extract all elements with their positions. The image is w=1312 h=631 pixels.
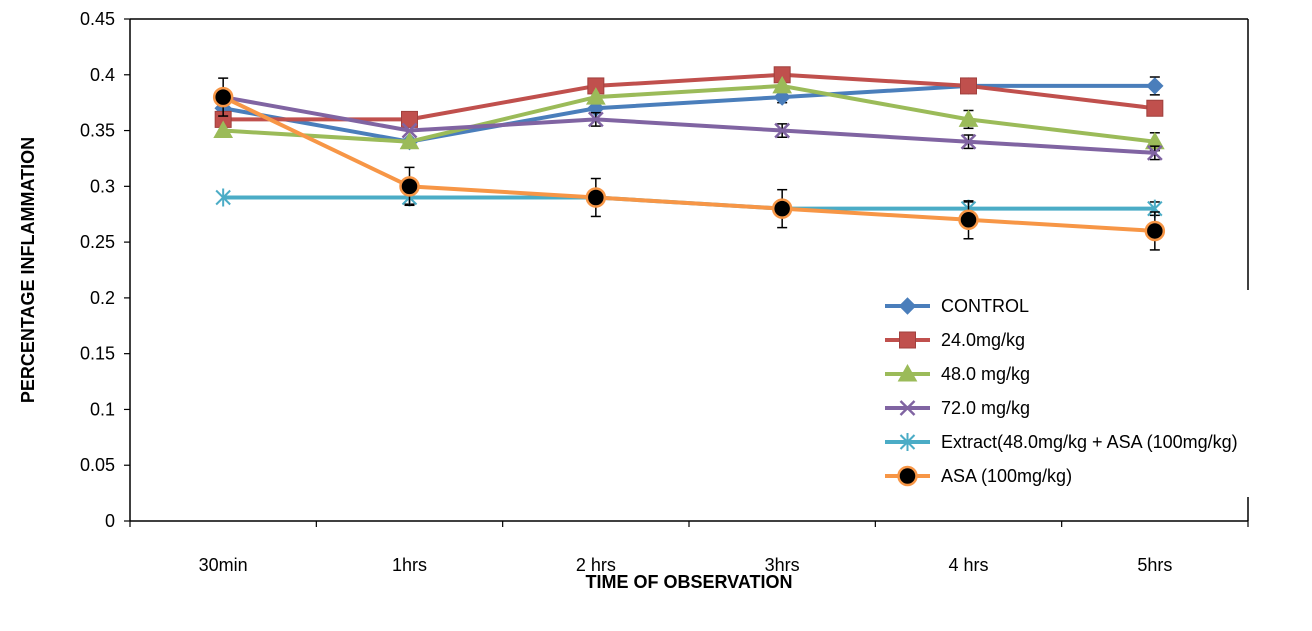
data-point bbox=[958, 209, 979, 231]
legend-marker bbox=[897, 363, 918, 382]
x-tick-label: 30min bbox=[199, 555, 248, 575]
data-point bbox=[587, 111, 604, 128]
y-tick-label: 0.4 bbox=[90, 65, 115, 85]
series-layer bbox=[212, 66, 1166, 251]
legend-item: 24.0mg/kg bbox=[885, 330, 1025, 350]
data-point bbox=[958, 109, 979, 127]
data-point bbox=[1146, 144, 1163, 161]
x-tick-label: 3hrs bbox=[765, 555, 800, 575]
y-tick-label: 0.15 bbox=[80, 344, 115, 364]
x-tick-label: 2 hrs bbox=[576, 555, 616, 575]
data-point bbox=[399, 176, 420, 197]
data-point bbox=[1146, 99, 1164, 117]
data-point bbox=[399, 131, 420, 150]
legend-label: 72.0 mg/kg bbox=[941, 398, 1030, 418]
x-axis-title: TIME OF OBSERVATION bbox=[585, 572, 792, 592]
x-tick-label: 4 hrs bbox=[948, 555, 988, 575]
legend-label: 48.0 mg/kg bbox=[941, 364, 1030, 384]
legend-marker bbox=[898, 297, 917, 315]
y-tick-label: 0.3 bbox=[90, 176, 115, 196]
y-tick-label: 0.35 bbox=[80, 121, 115, 141]
y-axis-title: PERCENTAGE INFLAMMATION bbox=[18, 137, 38, 403]
series-3 bbox=[213, 75, 1165, 152]
series-line bbox=[222, 95, 1155, 155]
legend-label: 24.0mg/kg bbox=[941, 330, 1025, 350]
data-point bbox=[772, 75, 793, 94]
series-6 bbox=[212, 77, 1166, 251]
series-4 bbox=[215, 89, 1163, 161]
x-tick-label: 1hrs bbox=[392, 555, 427, 575]
legend-item: ASA (100mg/kg) bbox=[885, 465, 1072, 487]
series-2 bbox=[214, 66, 1164, 128]
axes-layer: 0 0.05 0.1 0.15 0.2 0.25 0.3 0.35 0.4 0.45 30min 1h… bbox=[80, 9, 1249, 575]
data-point bbox=[212, 86, 234, 108]
data-point bbox=[960, 77, 977, 95]
data-point bbox=[1144, 220, 1166, 242]
legend-label: Extract(48.0mg/kg + ASA (100mg/kg) bbox=[941, 432, 1238, 452]
legend-label: CONTROL bbox=[941, 296, 1029, 316]
legend-item: 72.0 mg/kg bbox=[885, 398, 1030, 418]
data-point bbox=[960, 133, 977, 150]
data-point bbox=[585, 187, 607, 208]
data-point bbox=[774, 122, 791, 139]
x-tick-label: 5hrs bbox=[1137, 555, 1172, 575]
legend-marker bbox=[899, 331, 916, 349]
y-tick-label: 0.05 bbox=[80, 455, 115, 475]
data-point bbox=[215, 188, 231, 207]
data-point bbox=[771, 198, 793, 219]
legend-label: ASA (100mg/kg) bbox=[941, 466, 1072, 486]
legend: CONTROL 24.0mg/kg 48.0 mg/kg 72.0 mg/kg Extr… bbox=[885, 296, 1238, 487]
y-tick-label: 0.2 bbox=[90, 288, 115, 308]
series-line bbox=[222, 95, 1155, 233]
data-point bbox=[401, 122, 418, 139]
y-tick-label: 0 bbox=[105, 511, 115, 531]
data-point bbox=[213, 120, 234, 139]
series-line bbox=[222, 83, 1155, 144]
legend-item: 48.0 mg/kg bbox=[885, 363, 1030, 384]
data-point bbox=[401, 110, 418, 128]
data-point bbox=[1146, 77, 1164, 95]
series-line bbox=[223, 72, 1156, 122]
series-line bbox=[223, 83, 1156, 144]
y-tick-label: 0.25 bbox=[80, 232, 115, 252]
legend-item: CONTROL bbox=[885, 296, 1029, 316]
legend-marker bbox=[899, 400, 916, 416]
legend-marker bbox=[897, 465, 918, 487]
data-point bbox=[585, 87, 606, 105]
legend-marker bbox=[899, 433, 916, 451]
y-tick-label: 0.45 bbox=[80, 9, 115, 29]
legend-item: Extract(48.0mg/kg + ASA (100mg/kg) bbox=[885, 432, 1238, 452]
y-tick-label: 0.1 bbox=[90, 399, 115, 419]
